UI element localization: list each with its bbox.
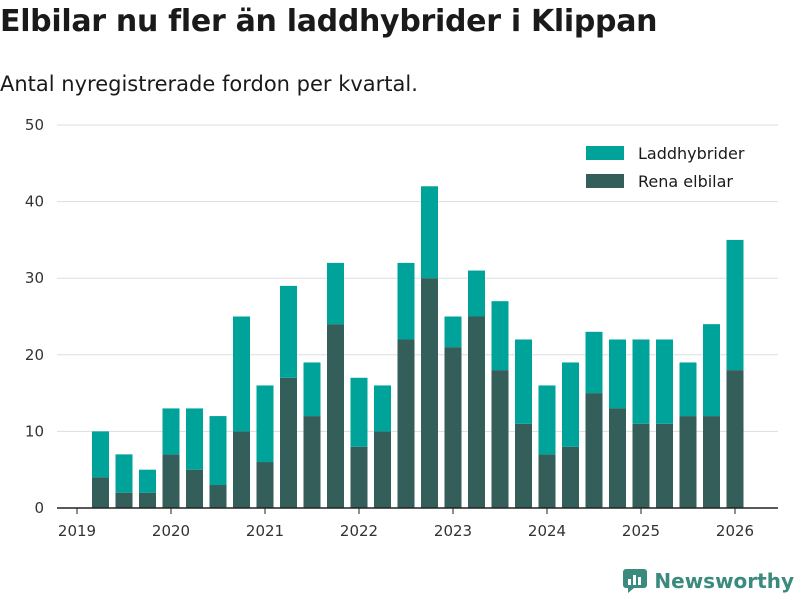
x-tick-label: 2020: [152, 522, 190, 540]
chart-title: Elbilar nu fler än laddhybrider i Klippa…: [0, 4, 658, 39]
bar-laddhybrider-2021-q1: [256, 385, 274, 463]
bar-rena-elbilar-2025-q2: [656, 423, 673, 508]
bar-laddhybrider-2023-q4: [515, 339, 532, 424]
y-tick-label: 10: [25, 422, 44, 440]
bar-rena-elbilar-2023-q3: [491, 370, 509, 508]
bar-laddhybrider-2024-q2: [562, 362, 579, 447]
bar-rena-elbilar-2020-q2: [186, 469, 203, 508]
bar-rena-elbilar-2024-q1: [538, 454, 556, 508]
bar-laddhybrider-2024-q3: [585, 331, 603, 394]
legend-label-laddhybrider: Laddhybrider: [638, 144, 745, 163]
bar-rena-elbilar-2019-q4: [139, 492, 156, 508]
bar-laddhybrider-2025-q2: [656, 339, 673, 424]
bar-laddhybrider-2024-q1: [538, 385, 556, 455]
bar-laddhybrider-2021-q3: [303, 362, 321, 417]
y-tick-label: 0: [34, 499, 44, 517]
bar-rena-elbilar-2025-q1: [632, 423, 650, 508]
bar-rena-elbilar-2021-q4: [327, 324, 344, 508]
bar-rena-elbilar-2025-q4: [703, 416, 720, 508]
bar-laddhybrider-2021-q4: [327, 262, 344, 325]
x-tick-label: 2025: [622, 522, 660, 540]
x-tick-label: 2022: [340, 522, 378, 540]
bar-rena-elbilar-2022-q1: [350, 446, 368, 508]
bar-laddhybrider-2022-q3: [397, 262, 415, 340]
bar-laddhybrider-2020-q1: [162, 408, 180, 455]
bar-laddhybrider-2023-q1: [444, 316, 462, 348]
bar-laddhybrider-2024-q4: [609, 339, 626, 409]
bar-rena-elbilar-2023-q1: [444, 347, 462, 508]
bar-laddhybrider-2020-q4: [233, 316, 250, 432]
bar-rena-elbilar-2021-q1: [256, 462, 274, 508]
bar-laddhybrider-2020-q3: [209, 416, 227, 486]
x-tick-label: 2021: [246, 522, 284, 540]
bar-laddhybrider-2025-q1: [632, 339, 650, 424]
bar-laddhybrider-2025-q4: [703, 324, 720, 417]
bar-rena-elbilar-2020-q3: [209, 485, 227, 508]
chart-subtitle: Antal nyregistrerade fordon per kvartal.: [0, 72, 418, 96]
bar-laddhybrider-2026-q1: [726, 239, 744, 371]
legend-label-rena-elbilar: Rena elbilar: [638, 172, 733, 191]
y-tick-label: 30: [25, 269, 44, 287]
bar-laddhybrider-2019-q2: [92, 431, 109, 478]
bar-laddhybrider-2021-q2: [280, 285, 297, 378]
bar-rena-elbilar-2025-q3: [679, 416, 697, 508]
bar-laddhybrider-2022-q2: [374, 385, 391, 432]
bar-rena-elbilar-2026-q1: [726, 370, 744, 508]
bar-laddhybrider-2019-q4: [139, 469, 156, 493]
newsworthy-logo-icon: [623, 569, 648, 593]
bar-rena-elbilar-2023-q2: [468, 316, 485, 508]
axes: 2019 2020 2021 2022 2023 2024 2025 2026: [57, 507, 778, 540]
y-tick-label: 20: [25, 346, 44, 364]
x-tick-label: 2024: [528, 522, 566, 540]
bar-rena-elbilar-2021-q3: [303, 416, 321, 508]
bar-rena-elbilar-2024-q4: [609, 408, 626, 508]
bar-rena-elbilar-2023-q4: [515, 423, 532, 508]
y-tick-label: 50: [25, 116, 44, 134]
bar-rena-elbilar-2020-q4: [233, 431, 250, 508]
bar-rena-elbilar-2019-q2: [92, 477, 109, 508]
bar-laddhybrider-2022-q4: [421, 186, 438, 279]
bars: [92, 186, 744, 508]
bar-rena-elbilar-2024-q3: [585, 393, 603, 508]
legend-swatch-rena-elbilar: [586, 174, 624, 188]
bar-rena-elbilar-2019-q3: [115, 492, 133, 508]
x-tick-label: 2023: [434, 522, 472, 540]
bar-rena-elbilar-2021-q2: [280, 377, 297, 508]
bar-rena-elbilar-2022-q3: [397, 339, 415, 508]
bar-rena-elbilar-2020-q1: [162, 454, 180, 508]
x-tick-label: 2026: [716, 522, 754, 540]
bar-laddhybrider-2023-q3: [491, 301, 509, 371]
bar-laddhybrider-2020-q2: [186, 408, 203, 470]
bar-laddhybrider-2025-q3: [679, 362, 697, 417]
bar-rena-elbilar-2022-q2: [374, 431, 391, 508]
legend: Laddhybrider Rena elbilar: [586, 144, 745, 191]
x-tick-label: 2019: [58, 522, 96, 540]
y-tick-label: 40: [25, 193, 44, 211]
newsworthy-logo: Newsworthy: [622, 568, 794, 594]
bar-laddhybrider-2023-q2: [468, 270, 485, 317]
bar-laddhybrider-2022-q1: [350, 377, 368, 447]
brand-name: Newsworthy: [654, 569, 794, 593]
bar-rena-elbilar-2022-q4: [421, 278, 438, 508]
legend-swatch-laddhybrider: [586, 146, 624, 160]
bar-rena-elbilar-2024-q2: [562, 446, 579, 508]
bar-laddhybrider-2019-q3: [115, 454, 133, 493]
